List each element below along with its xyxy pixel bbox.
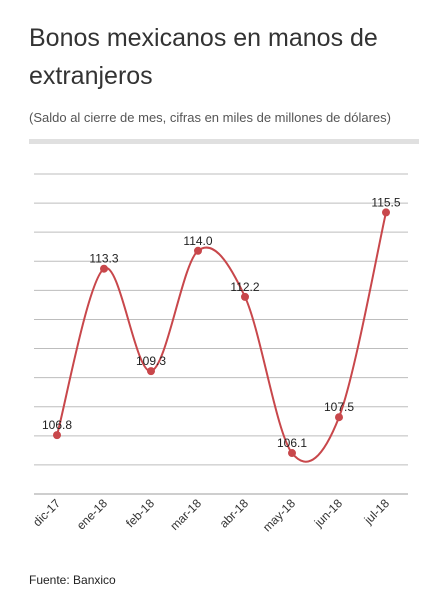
data-label: 112.2 — [230, 280, 259, 294]
series-line — [56, 212, 387, 463]
data-label: 106.1 — [277, 436, 307, 450]
x-tick-label: jun-18 — [311, 496, 345, 530]
source-note: Fuente: Banxico — [29, 573, 116, 587]
data-label: 113.3 — [89, 252, 118, 266]
chart-title: Bonos mexicanos en manos de extranjeros — [29, 24, 378, 90]
data-points — [53, 208, 390, 458]
x-tick-label: may-18 — [260, 496, 298, 534]
data-label: 106.8 — [42, 418, 72, 432]
data-point — [194, 246, 202, 255]
data-point — [335, 413, 343, 422]
x-tick-label: mar-18 — [167, 496, 204, 533]
data-label: 109.3 — [136, 354, 166, 368]
data-labels: 106.8 113.3 109.3 114.0 112.2 106.1 107.5 115.5 — [42, 195, 401, 450]
data-point — [100, 264, 108, 273]
data-label: 115.5 — [371, 195, 400, 209]
data-label: 114.0 — [183, 234, 212, 248]
gridlines — [34, 173, 408, 495]
line-chart: 106.8 113.3 109.3 114.0 112.2 106.1 107.5 115.5… — [30, 173, 408, 534]
data-point — [288, 449, 296, 458]
data-point — [147, 367, 155, 376]
x-axis-tick-labels: dic-17 ene-18 feb-18 mar-18 abr-18 may-18 jun-… — [30, 496, 392, 534]
x-tick-label: jul-18 — [361, 496, 393, 528]
x-tick-label: feb-18 — [123, 496, 157, 530]
x-tick-label: ene-18 — [74, 496, 111, 533]
data-label: 107.5 — [324, 400, 354, 414]
data-point — [382, 208, 390, 217]
data-point — [53, 431, 61, 440]
title-divider — [29, 139, 419, 144]
chart-subtitle: (Saldo al cierre de mes, cifras en miles… — [29, 110, 391, 125]
x-tick-label: dic-17 — [30, 496, 63, 529]
x-tick-label: abr-18 — [217, 496, 252, 531]
data-point — [241, 292, 249, 301]
